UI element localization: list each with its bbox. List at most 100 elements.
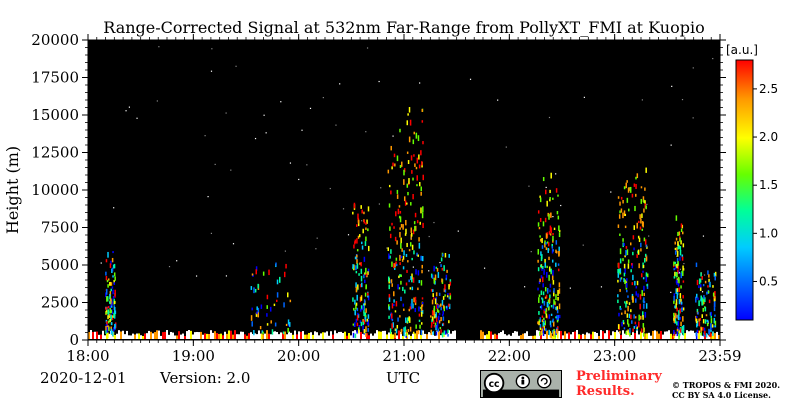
signal-cell [270,334,272,339]
signal-cell [204,333,206,339]
signal-cell [382,330,384,339]
signal-cell [433,277,436,284]
signal-cell [545,247,548,251]
signal-cell [673,317,675,321]
signal-cell [496,334,498,339]
noise-dot [428,235,430,238]
signal-cell [701,275,703,280]
chart-title: Range-Corrected Signal at 532nm Far-Rang… [103,18,704,37]
signal-cell [634,316,637,319]
signal-cell [626,319,629,325]
signal-cell [546,330,548,339]
signal-cell [543,322,545,326]
signal-cell [105,271,107,276]
signal-cell [542,221,545,227]
signal-cell [367,271,369,275]
signal-cell [548,213,550,220]
signal-cell [244,334,246,339]
noise-dot [225,112,227,114]
signal-cell [440,307,442,311]
preliminary-line-2: Results. [576,384,635,399]
signal-cell [557,326,559,331]
signal-cell [399,210,402,214]
signal-cell [534,335,536,339]
signal-cell [420,329,423,336]
signal-cell [114,310,117,314]
signal-cell [640,273,643,278]
signal-cell [401,161,403,167]
signal-cell [394,310,397,313]
signal-cell [550,332,552,339]
signal-cell [702,302,704,306]
noise-dot [679,268,682,270]
signal-cell [200,331,202,339]
signal-cell [550,324,552,328]
signal-cell [636,280,639,286]
noise-dot [306,164,308,166]
signal-cell [680,301,683,305]
signal-cell [431,319,433,323]
copyright-line-1: © TROPOS & FMI 2020. [672,380,781,390]
signal-cell [702,319,705,324]
signal-cell [676,292,679,296]
signal-cell [360,321,363,327]
signal-cell [640,218,642,224]
signal-cell [682,316,684,322]
signal-cell [400,255,403,259]
signal-cell [678,287,681,292]
noise-dot [530,251,532,253]
signal-cell [544,217,547,223]
signal-cell [134,334,136,339]
signal-cell [437,304,439,309]
signal-cell [674,261,677,264]
signal-cell [674,266,677,270]
signal-cell [366,219,368,224]
signal-cell [554,301,556,305]
signal-cell [405,228,407,235]
signal-cell [388,315,390,319]
noise-dot [214,163,216,166]
signal-cell [556,309,559,314]
signal-cell [417,270,420,276]
signal-cell [110,326,112,330]
noise-dot [439,261,441,264]
signal-cell [388,297,391,302]
signal-cell [274,322,277,327]
signal-cell [681,326,684,331]
signal-cell [547,212,549,217]
signal-cell [631,193,634,198]
noise-dot [280,101,282,103]
signal-cell [433,324,436,328]
signal-cell [622,330,624,339]
signal-cell [557,268,560,272]
preliminary-notice: Preliminary Results. [576,369,662,399]
signal-cell [552,249,554,252]
signal-cell [447,293,449,296]
signal-cell [368,335,370,339]
signal-cell [314,331,316,339]
signal-cell [620,208,623,213]
signal-cell [356,331,358,339]
signal-cell [194,332,196,339]
signal-cell [626,180,628,183]
signal-cell [675,215,678,221]
signal-cell [440,303,442,307]
signal-cell [388,253,390,260]
signal-cell [557,297,559,301]
signal-cell [440,329,442,334]
signal-cell [708,274,710,278]
signal-cell [442,253,444,257]
signal-cell [414,333,416,339]
signal-cell [395,211,397,217]
signal-cell [482,331,484,339]
signal-cell [558,250,560,256]
signal-cell [644,187,646,191]
signal-cell [628,313,631,319]
signal-cell [280,332,282,339]
signal-cell [644,253,647,257]
signal-cell [391,323,393,329]
signal-cell [696,324,698,328]
signal-cell [413,131,416,135]
signal-cell [402,255,405,260]
signal-cell [582,333,584,339]
